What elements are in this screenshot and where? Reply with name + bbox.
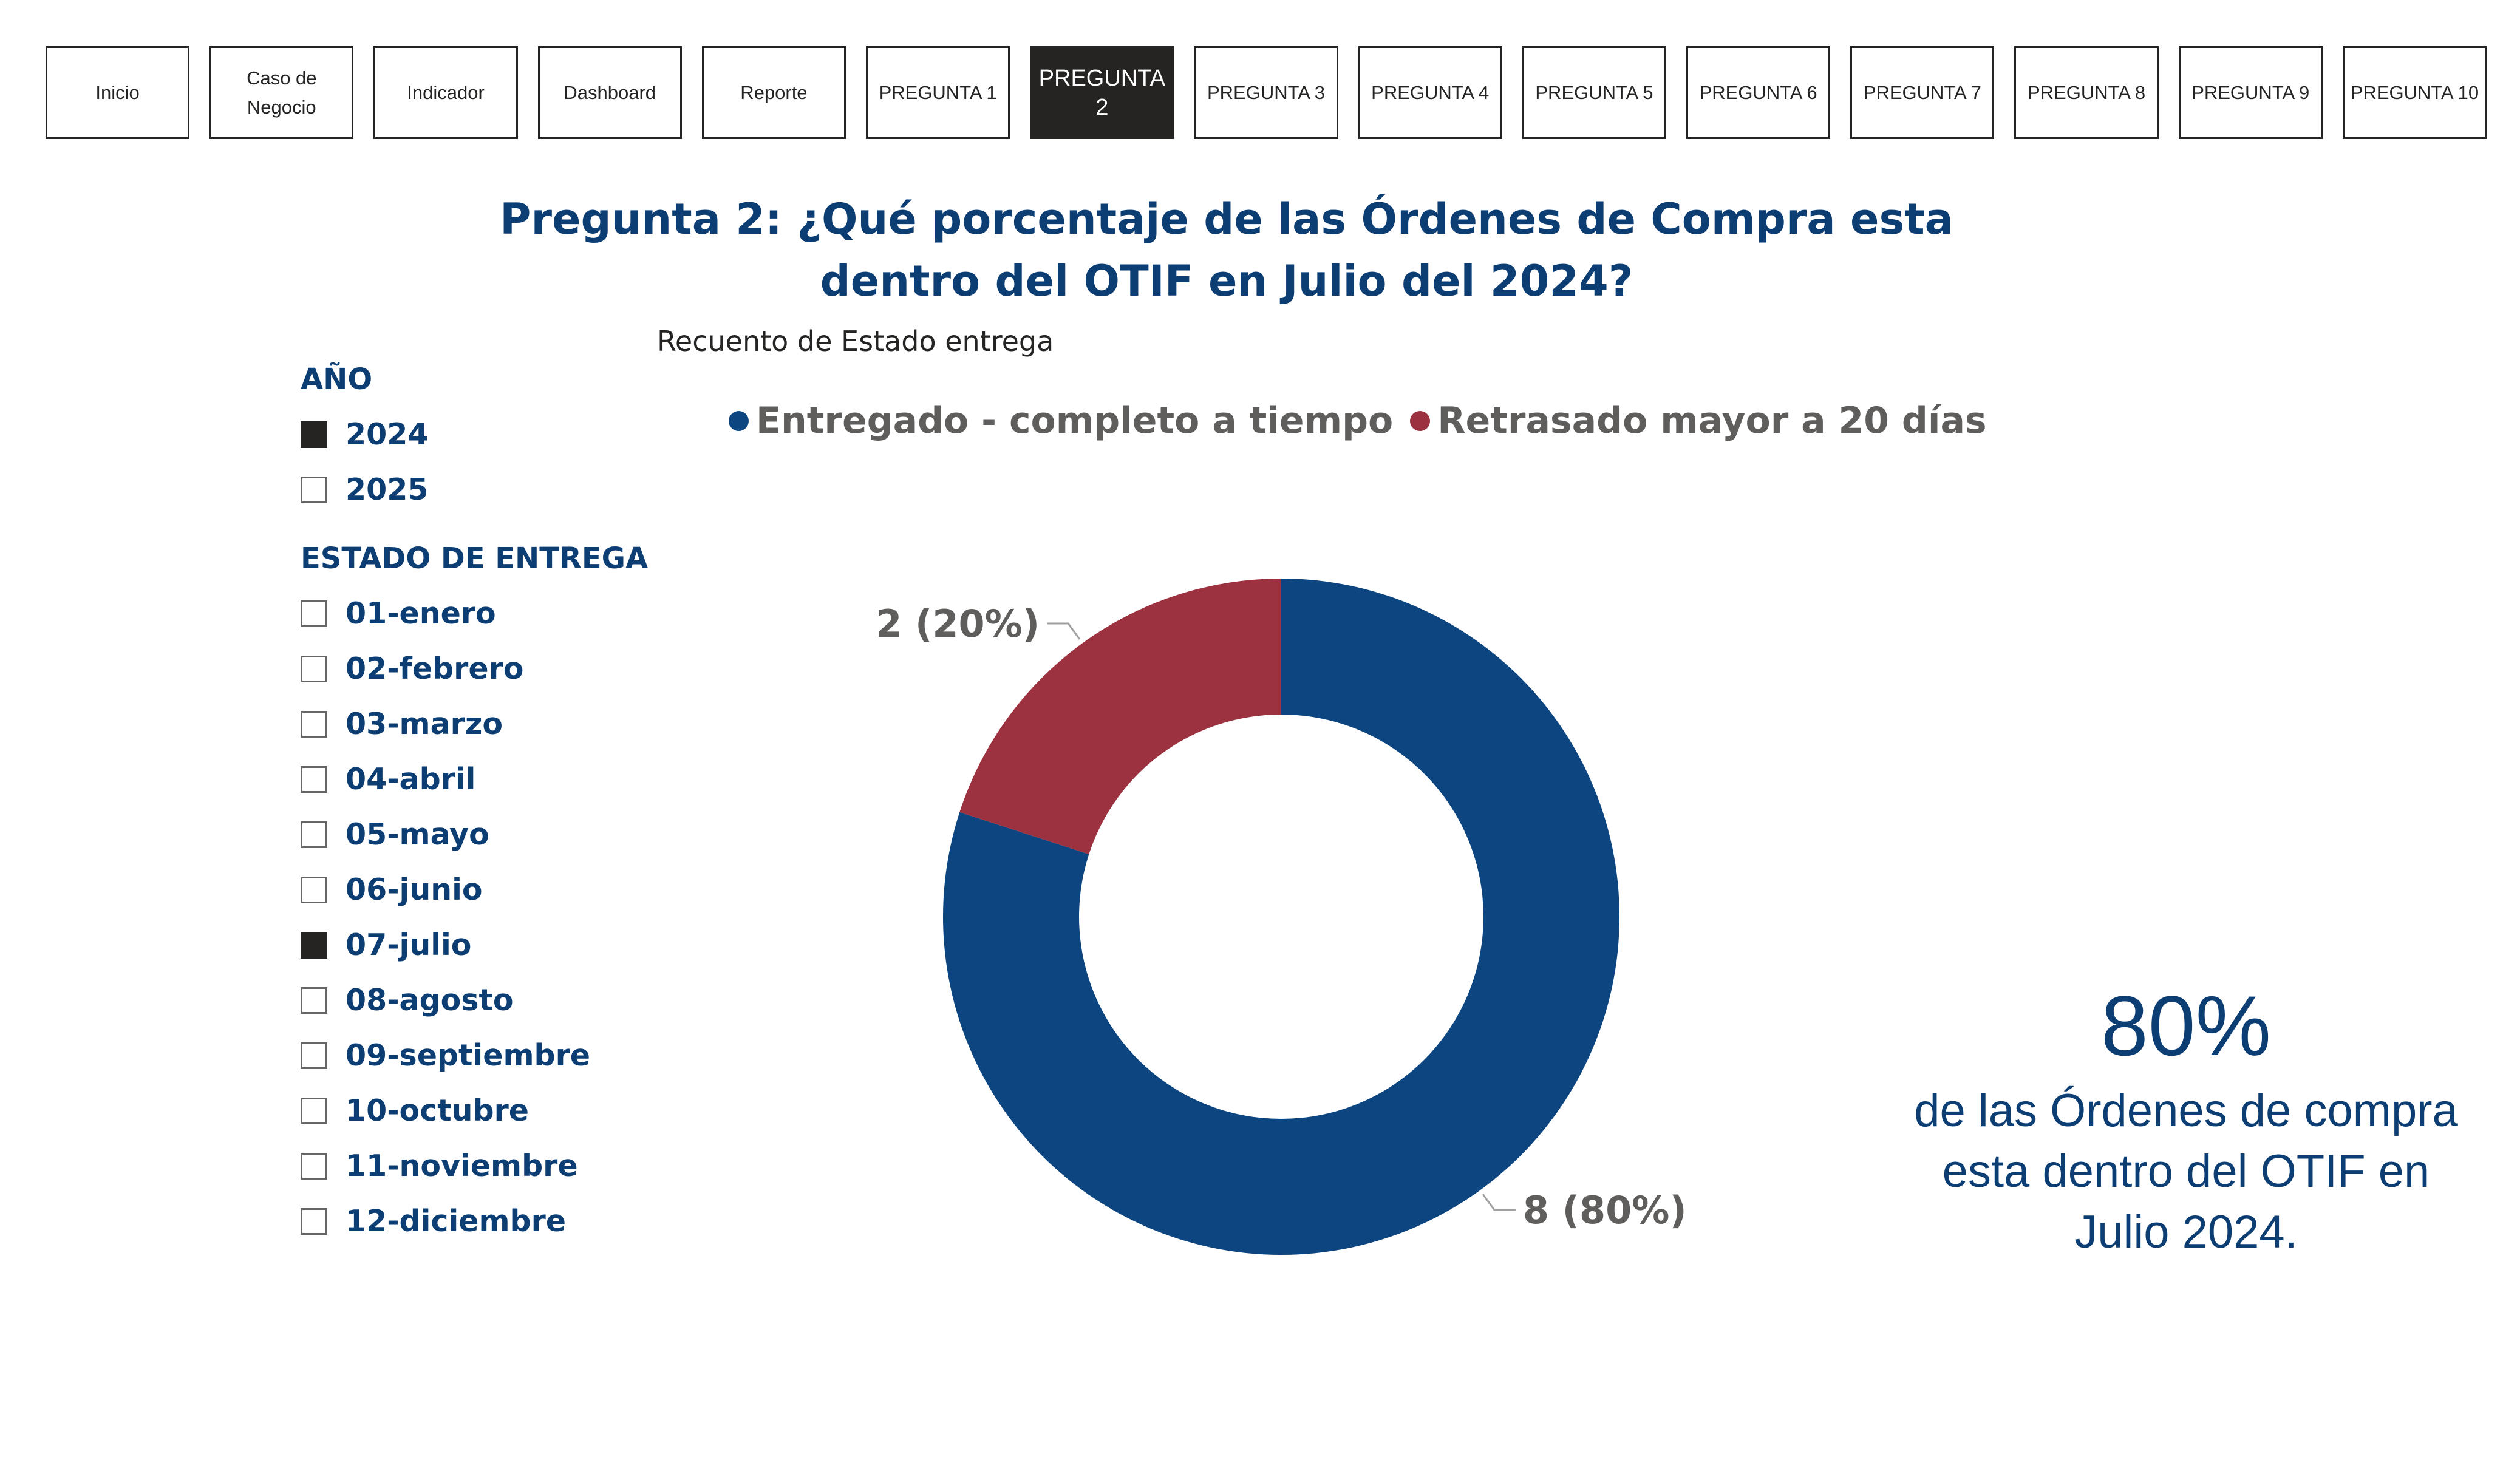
checkbox[interactable] — [301, 1098, 327, 1124]
month-slicer: ESTADO DE ENTREGA 01-enero 02-febrero 03-m… — [301, 540, 648, 1249]
month-option-item-label: 06-junio — [346, 872, 483, 907]
nav-button-15[interactable]: PREGUNTA 10 — [2343, 46, 2487, 139]
chart-title: Recuento de Estado entrega — [657, 325, 1054, 358]
chart-legend: Entregado - completo a tiempo Retrasado m… — [729, 393, 2004, 448]
nav-button-4[interactable]: Dashboard — [538, 46, 682, 139]
month-option-item-label: 02-febrero — [346, 651, 523, 686]
checkbox[interactable] — [301, 1153, 327, 1180]
page-title: Pregunta 2: ¿Qué porcentaje de las Órden… — [461, 188, 1992, 312]
month-option-item-label: 11-noviembre — [346, 1149, 578, 1183]
checkbox[interactable] — [301, 877, 327, 903]
month-option-item-label: 01-enero — [346, 596, 496, 631]
data-label: 8 (80%) — [1523, 1188, 1687, 1232]
kpi-text: de las Órdenes de compra esta dentro del… — [1913, 1081, 2459, 1263]
checkbox[interactable] — [301, 1042, 327, 1069]
checkbox[interactable] — [301, 987, 327, 1014]
nav-button-11[interactable]: PREGUNTA 6 — [1686, 46, 1830, 139]
month-option-item[interactable]: 07-julio — [301, 917, 648, 973]
year-option-item[interactable]: 2025 — [301, 462, 428, 517]
month-option-item-label: 08-agosto — [346, 983, 514, 1017]
year-slicer-title: AÑO — [301, 361, 428, 398]
data-label: 2 (20%) — [876, 602, 1040, 646]
month-option-item[interactable]: 10-octubre — [301, 1083, 648, 1138]
legend-item[interactable]: Retrasado mayor a 20 días — [1410, 399, 1986, 442]
legend-dot-icon — [729, 411, 749, 431]
nav-button-2[interactable]: Caso de Negocio — [209, 46, 353, 139]
nav-button-3[interactable]: Indicador — [373, 46, 517, 139]
month-option-item-label: 09-septiembre — [346, 1038, 590, 1073]
nav-button-12[interactable]: PREGUNTA 7 — [1850, 46, 1994, 139]
year-option-item[interactable]: 2024 — [301, 407, 428, 462]
month-option-item-label: 05-mayo — [346, 817, 489, 852]
nav-button-13[interactable]: PREGUNTA 8 — [2014, 46, 2158, 139]
nav-button-5[interactable]: Reporte — [702, 46, 846, 139]
nav-button-14[interactable]: PREGUNTA 9 — [2179, 46, 2323, 139]
month-option-item-label: 04-abril — [346, 762, 475, 796]
month-option-item[interactable]: 11-noviembre — [301, 1138, 648, 1194]
month-slicer-items: 01-enero 02-febrero 03-marzo 04-abril 05-may… — [301, 586, 648, 1249]
month-option-item[interactable]: 02-febrero — [301, 641, 648, 696]
legend-item[interactable]: Entregado - completo a tiempo — [729, 399, 1393, 442]
month-option-item[interactable]: 04-abril — [301, 752, 648, 807]
checkbox[interactable] — [301, 932, 327, 959]
checkbox[interactable] — [301, 600, 327, 627]
legend-label: Entregado - completo a tiempo — [756, 399, 1393, 442]
nav-button-8[interactable]: PREGUNTA 3 — [1194, 46, 1338, 139]
nav-button-9[interactable]: PREGUNTA 4 — [1358, 46, 1502, 139]
month-option-item-label: 10-octubre — [346, 1093, 529, 1128]
nav-button-10[interactable]: PREGUNTA 5 — [1522, 46, 1666, 139]
kpi-card: 80% de las Órdenes de compra esta dentro… — [1913, 971, 2459, 1263]
month-option-item[interactable]: 08-agosto — [301, 973, 648, 1028]
month-option-item-label: 07-julio — [346, 928, 471, 962]
month-option-item[interactable]: 12-diciembre — [301, 1194, 648, 1249]
page-navigation: Inicio Caso de Negocio Indicador Dashboard R… — [46, 46, 2487, 140]
month-option-item[interactable]: 01-enero — [301, 586, 648, 641]
year-slicer-items: 2024 2025 — [301, 407, 428, 517]
month-option-item[interactable]: 06-junio — [301, 862, 648, 917]
year-option-item-label: 2025 — [346, 472, 428, 507]
nav-button-1[interactable]: Inicio — [46, 46, 189, 139]
month-option-item[interactable]: 05-mayo — [301, 807, 648, 862]
checkbox[interactable] — [301, 711, 327, 738]
legend-label: Retrasado mayor a 20 días — [1437, 399, 1986, 442]
checkbox[interactable] — [301, 421, 327, 448]
nav-button-7[interactable]: PREGUNTA 2 — [1030, 46, 1174, 139]
checkbox[interactable] — [301, 656, 327, 682]
year-option-item-label: 2024 — [346, 417, 428, 452]
label-leader-line — [1047, 623, 1080, 639]
legend-dot-icon — [1410, 411, 1430, 431]
kpi-value: 80% — [1913, 971, 2459, 1081]
label-leader-line — [1483, 1194, 1516, 1210]
month-slicer-title: ESTADO DE ENTREGA — [301, 540, 648, 577]
month-option-item-label: 12-diciembre — [346, 1204, 566, 1238]
month-option-item[interactable]: 09-septiembre — [301, 1028, 648, 1083]
checkbox[interactable] — [301, 821, 327, 848]
checkbox[interactable] — [301, 766, 327, 793]
checkbox[interactable] — [301, 477, 327, 503]
year-slicer: AÑO 2024 2025 — [301, 361, 428, 517]
month-option-item-label: 03-marzo — [346, 707, 503, 741]
donut-chart: 8 (80%) 2 (20%) — [789, 546, 1791, 1305]
month-option-item[interactable]: 03-marzo — [301, 696, 648, 752]
nav-button-6[interactable]: PREGUNTA 1 — [866, 46, 1010, 139]
checkbox[interactable] — [301, 1208, 327, 1235]
